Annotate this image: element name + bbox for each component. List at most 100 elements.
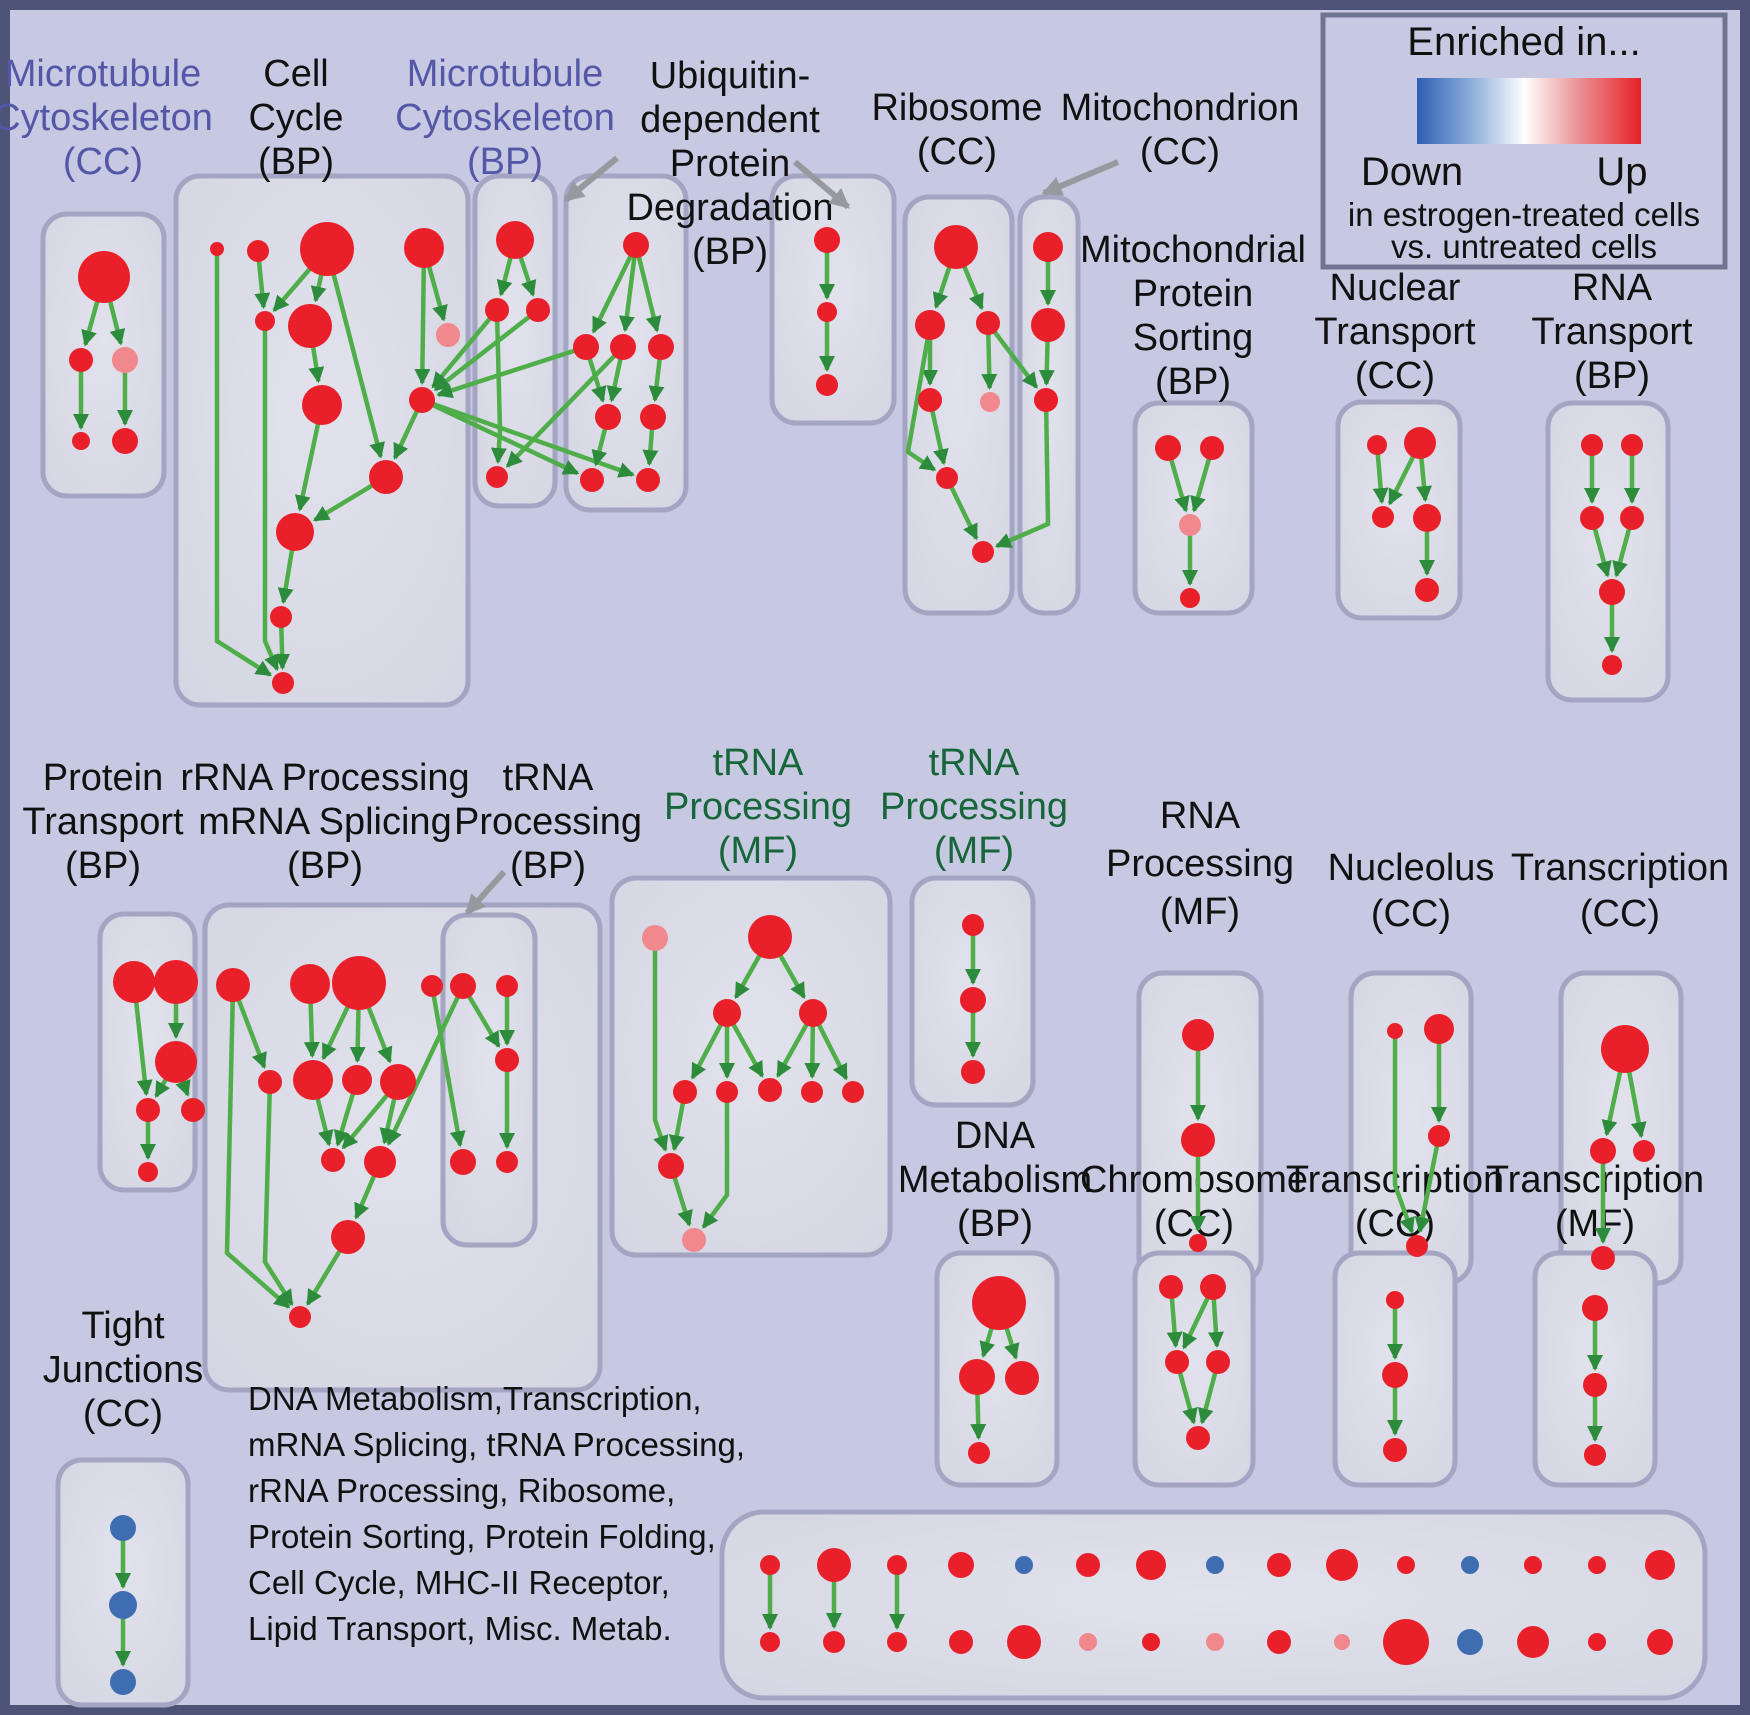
go-term-node xyxy=(817,1548,851,1582)
edge-arrow xyxy=(294,422,321,512)
cluster-label-rib: Ribosome xyxy=(871,87,1042,129)
legend-subtitle-line2: vs. untreated cells xyxy=(1391,228,1657,265)
edge-arrow xyxy=(333,1091,356,1147)
go-term-node xyxy=(526,298,550,322)
edge-arrow xyxy=(591,427,608,467)
cluster-box-ms xyxy=(719,1509,1708,1701)
edge-arrow xyxy=(1038,339,1055,386)
go-term-node xyxy=(713,999,741,1027)
go-term-node xyxy=(495,1048,519,1072)
cluster-label-nt: Nuclear xyxy=(1330,267,1461,309)
edge-arrow xyxy=(321,1004,351,1061)
cluster-label-tm2: Processing xyxy=(880,786,1068,828)
go-term-node xyxy=(276,513,314,551)
go-term-node xyxy=(573,334,599,360)
go-term-node xyxy=(960,987,986,1013)
edge-arrow xyxy=(154,1077,171,1098)
cluster-label-nuc: Nucleolus xyxy=(1328,847,1495,889)
edge-arrow xyxy=(433,314,532,392)
go-term-node xyxy=(1387,1023,1403,1039)
edge-arrow xyxy=(961,264,984,311)
go-term-node xyxy=(331,1220,365,1254)
go-term-node xyxy=(1165,1350,1189,1374)
go-term-node xyxy=(976,311,1000,335)
cluster-label-tj: (CC) xyxy=(83,1393,163,1435)
edge-arrow xyxy=(431,994,466,1148)
go-term-node xyxy=(496,221,534,259)
go-term-node xyxy=(760,1632,780,1652)
edge-arrow xyxy=(277,548,295,605)
cluster-box-ch xyxy=(1132,1250,1256,1488)
go-term-node xyxy=(1583,1373,1607,1397)
go-term-node xyxy=(1588,1556,1606,1574)
cluster-label-nt: (CC) xyxy=(1355,355,1435,397)
edge-arrow xyxy=(274,625,291,670)
go-term-node xyxy=(1326,1549,1358,1581)
edge-arrow xyxy=(379,1097,397,1145)
legend-down-label: Down xyxy=(1361,150,1463,194)
misc-note-line: mRNA Splicing, tRNA Processing, xyxy=(248,1426,745,1463)
edge-arrow xyxy=(804,1024,821,1079)
cluster-label-tb: (BP) xyxy=(510,845,586,887)
go-term-node xyxy=(1647,1629,1673,1655)
go-term-node xyxy=(496,1151,518,1173)
edge-arrow xyxy=(775,1022,810,1078)
cluster-label-mit: (CC) xyxy=(1140,131,1220,173)
go-term-node xyxy=(1189,1234,1207,1252)
edge-arrow xyxy=(262,1091,294,1306)
edge-arrow xyxy=(648,357,665,403)
edge-arrow xyxy=(929,409,949,466)
cluster-label-rpm: RNA xyxy=(1160,795,1241,837)
edge-arrow xyxy=(1177,1371,1198,1425)
edge-arrow xyxy=(315,1096,334,1147)
go-term-node xyxy=(1588,1633,1606,1651)
edge-arrow xyxy=(175,1079,191,1097)
edge-arrow xyxy=(1181,1295,1211,1350)
edge-arrow xyxy=(305,1248,343,1306)
go-term-node xyxy=(1159,1275,1183,1299)
go-term-node xyxy=(640,404,666,430)
go-term-node xyxy=(972,1276,1026,1330)
go-term-node xyxy=(887,1632,907,1652)
cluster-label-ch: Chromosome xyxy=(1080,1159,1308,1201)
cluster-label-tb: tRNA xyxy=(503,757,594,799)
cluster-label-rt: Transport xyxy=(1531,311,1693,353)
cluster-label-ub: Protein xyxy=(670,143,790,185)
legend-box xyxy=(1320,12,1728,270)
go-term-node xyxy=(814,227,840,253)
go-term-node xyxy=(496,975,518,997)
go-term-node xyxy=(1404,427,1436,459)
go-term-node xyxy=(980,392,1000,412)
go-term-node xyxy=(300,222,354,276)
go-term-node xyxy=(409,387,435,413)
edge-arrow xyxy=(1166,1296,1183,1349)
edge-arrow xyxy=(1592,527,1612,578)
go-term-node xyxy=(1590,1138,1616,1164)
cluster-label-mtbp: Cytoskeleton xyxy=(395,97,615,139)
edge-arrow xyxy=(414,265,431,385)
go-term-node xyxy=(1621,434,1643,456)
cluster-label-mps: Mitochondrial xyxy=(1080,229,1306,271)
go-term-node xyxy=(1406,1235,1428,1257)
edge-arrow xyxy=(1190,456,1212,513)
go-term-node xyxy=(450,1149,476,1175)
go-term-node xyxy=(332,956,386,1010)
go-term-node xyxy=(636,468,660,492)
misc-note-line: Cell Cycle, MHC-II Receptor, xyxy=(248,1564,670,1601)
edge-arrow xyxy=(587,356,607,403)
cluster-label-mit: Mitochondrion xyxy=(1061,87,1300,129)
cluster-box-nt xyxy=(1335,399,1463,621)
go-term-node xyxy=(658,1153,684,1179)
edge-arrow xyxy=(777,953,807,1000)
cluster-label-mps: Protein xyxy=(1133,273,1253,315)
cluster-label-ub: Ubiquitin- xyxy=(650,55,811,97)
edge-arrow xyxy=(636,255,662,333)
edge-arrow xyxy=(331,272,385,459)
misc-note-line: Lipid Transport, Misc. Metab. xyxy=(248,1610,672,1647)
cluster-box-rt xyxy=(1545,400,1671,703)
go-term-node xyxy=(915,310,945,340)
go-term-node xyxy=(272,672,294,694)
cluster-label-rr: mRNA Splicing xyxy=(198,801,451,843)
go-term-node xyxy=(1179,514,1201,536)
go-term-node xyxy=(1267,1553,1291,1577)
